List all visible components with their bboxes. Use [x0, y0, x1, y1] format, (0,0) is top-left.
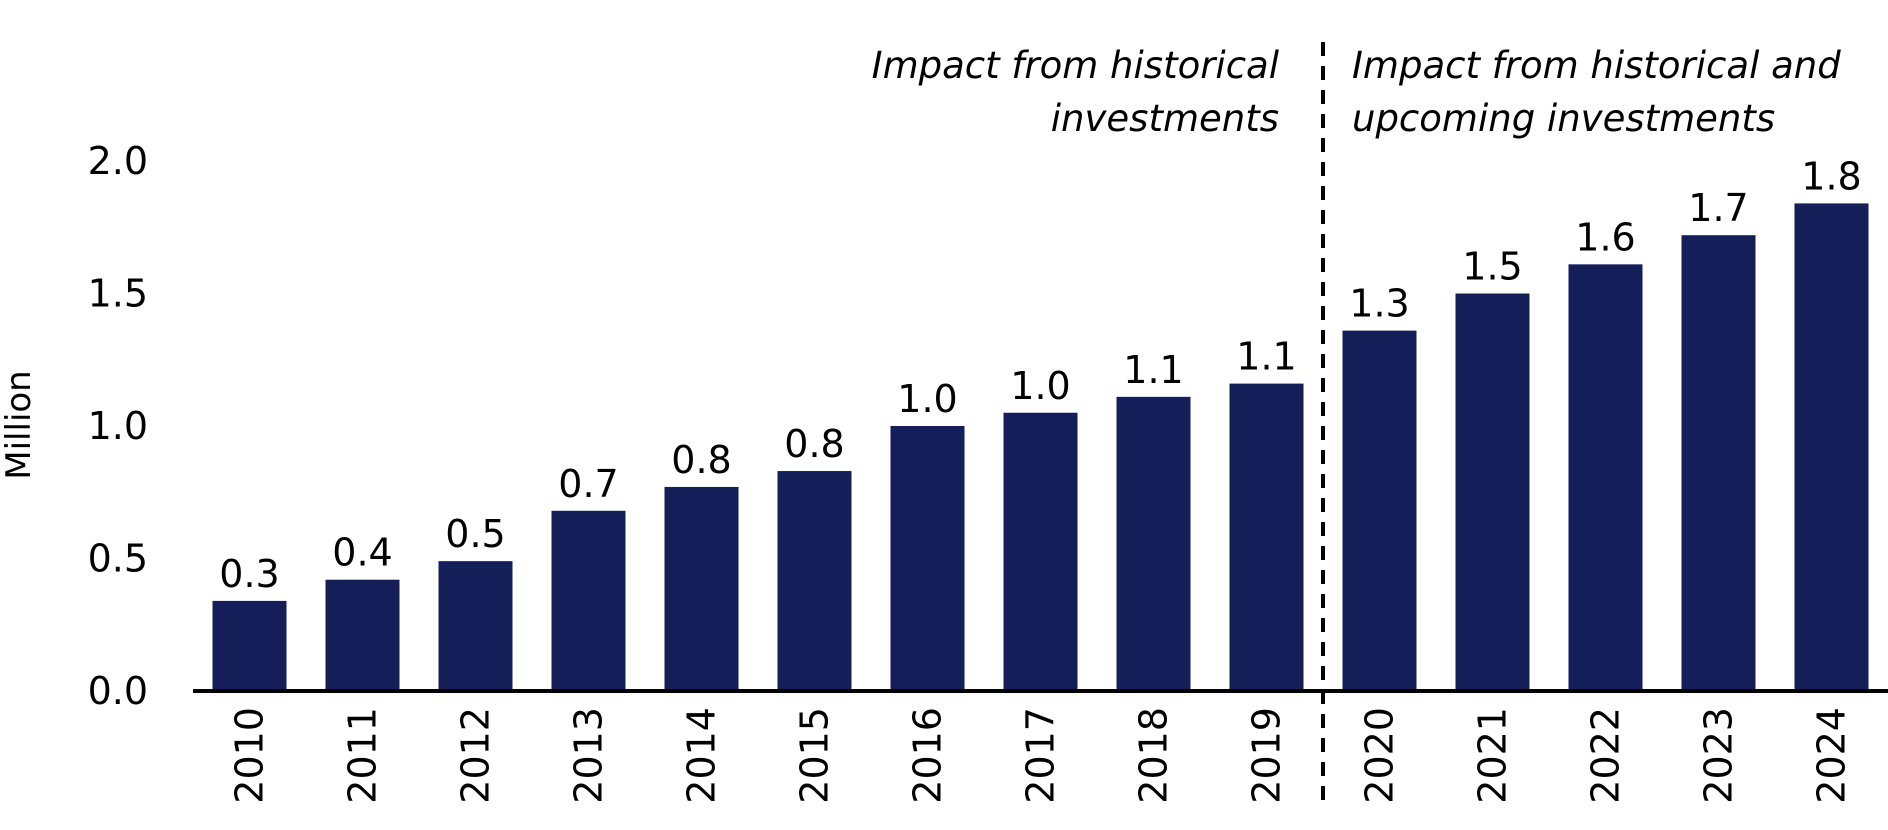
y-axis-title-group: Million: [0, 370, 39, 479]
data-label-2016: 1.0: [897, 377, 957, 421]
x-tick-label: 2021: [1471, 707, 1515, 804]
x-axis-ticks: 2010 2011 2012 2013 2014 2015 2016 2017 2018 2019…: [228, 707, 1854, 804]
data-label-2017: 1.0: [1010, 364, 1070, 408]
x-tick-label: 2014: [680, 707, 724, 804]
svg-text:upcoming investments: upcoming investments: [1352, 97, 1775, 140]
annotation-upcoming-line-2: upcoming investments: [1352, 97, 1775, 140]
data-label-2011: 0.4: [332, 531, 392, 575]
bar-2016: [890, 426, 965, 691]
y-tick-label: 0.0: [88, 669, 148, 713]
x-tick-label: 2017: [1019, 707, 1063, 804]
y-tick-label: 0.5: [88, 537, 148, 581]
data-label-2024: 1.8: [1801, 154, 1861, 198]
annotation-upcoming-line-1: Impact from historical and: [1352, 44, 1841, 87]
bar-2024: [1794, 203, 1869, 691]
data-label-2020: 1.3: [1349, 282, 1409, 326]
bar-2018: [1116, 396, 1191, 691]
data-labels: 0.3 0.4 0.5 0.7 0.8 0.8 1.0 1.0 1.1 1.1 1.3 1.5 1.6 1…: [219, 154, 1861, 596]
data-label-2010: 0.3: [219, 552, 279, 596]
bar-2014: [664, 486, 739, 691]
bar-2011: [325, 579, 400, 691]
data-label-2015: 0.8: [784, 422, 844, 466]
data-label-2019: 1.1: [1236, 335, 1296, 379]
y-tick-label: 2.0: [88, 139, 148, 183]
annotation-historical-and-upcoming: Impact from historical and upcoming inve…: [1352, 44, 1841, 140]
y-tick-label: 1.0: [88, 404, 148, 448]
y-tick-label: 1.5: [88, 272, 148, 316]
data-label-2022: 1.6: [1575, 215, 1635, 259]
data-label-2014: 0.8: [671, 438, 731, 482]
bar-2020: [1342, 330, 1417, 691]
annotation-historical-line-2: investments: [1051, 97, 1279, 140]
bars: [212, 203, 1869, 691]
data-label-2012: 0.5: [445, 512, 505, 556]
svg-text:investments: investments: [1051, 97, 1279, 140]
x-tick-label: 2024: [1810, 707, 1854, 804]
bar-2022: [1568, 264, 1643, 691]
data-label-2018: 1.1: [1123, 348, 1183, 392]
x-tick-label: 2018: [1132, 707, 1176, 804]
x-tick-label: 2010: [228, 707, 272, 804]
x-tick-label: 2022: [1584, 707, 1628, 804]
y-axis-ticks: 0.0 0.5 1.0 1.5 2.0: [88, 139, 148, 713]
annotation-historical-line-1: Impact from historical: [872, 44, 1280, 87]
svg-text:Impact from historical and: Impact from historical and: [1352, 44, 1841, 87]
bar-2015: [777, 471, 852, 691]
x-tick-label: 2016: [906, 707, 950, 804]
bar-2010: [212, 600, 287, 691]
bar-2012: [438, 561, 513, 691]
x-tick-label: 2019: [1245, 707, 1289, 804]
x-tick-label: 2011: [341, 707, 385, 804]
bar-2021: [1455, 293, 1530, 691]
x-tick-label: 2023: [1697, 707, 1741, 804]
svg-text:Impact from historical: Impact from historical: [872, 44, 1280, 87]
bar-2023: [1681, 235, 1756, 691]
data-label-2021: 1.5: [1462, 245, 1522, 289]
bar-2019: [1229, 383, 1304, 691]
y-axis-title: Million: [0, 370, 39, 479]
annotation-historical: Impact from historical investments: [872, 44, 1280, 140]
bar-2013: [551, 510, 626, 691]
x-tick-label: 2020: [1358, 707, 1402, 804]
x-tick-label: 2015: [793, 707, 837, 804]
x-tick-label: 2013: [567, 707, 611, 804]
x-tick-label: 2012: [454, 707, 498, 804]
data-label-2023: 1.7: [1688, 186, 1748, 230]
data-label-2013: 0.7: [558, 462, 618, 506]
bar-2017: [1003, 412, 1078, 691]
